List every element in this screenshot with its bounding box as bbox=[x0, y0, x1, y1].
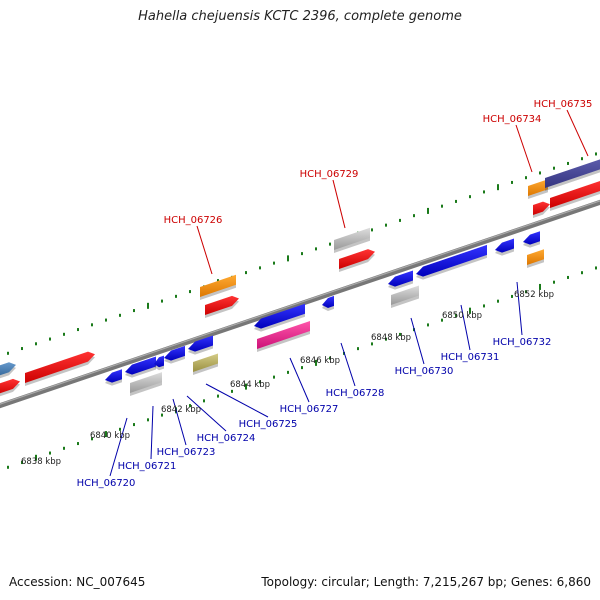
kbp-label: 6844 kbp bbox=[230, 380, 270, 390]
gene-arrow[interactable] bbox=[550, 180, 600, 208]
leader-line bbox=[196, 225, 213, 275]
gene-arrow[interactable] bbox=[545, 156, 600, 188]
kbp-label: 6840 kbp bbox=[90, 431, 130, 441]
gene-arrow[interactable] bbox=[25, 351, 95, 383]
tick-row-bottom bbox=[7, 266, 597, 469]
gene-features bbox=[0, 156, 600, 397]
gene-label[interactable]: HCH_06731 bbox=[441, 352, 500, 363]
leader-line bbox=[289, 357, 310, 403]
leader-line bbox=[340, 342, 356, 387]
gene-arrow[interactable] bbox=[523, 231, 540, 245]
gene-arrow[interactable] bbox=[495, 238, 514, 253]
kbp-label: 6842 kbp bbox=[161, 405, 201, 415]
gene-arrow[interactable] bbox=[527, 249, 544, 265]
gene-label[interactable]: HCH_06725 bbox=[239, 419, 298, 430]
kbp-label: 6846 kbp bbox=[300, 356, 340, 366]
gene-arrow[interactable] bbox=[254, 303, 305, 329]
page-title: Hahella chejuensis KCTC 2396, complete g… bbox=[138, 9, 462, 24]
leader-line bbox=[516, 281, 523, 336]
gene-arrow[interactable] bbox=[105, 369, 122, 383]
leader-line bbox=[109, 417, 128, 477]
gene-label[interactable]: HCH_06732 bbox=[493, 337, 552, 348]
kbp-label: 6838 kbp bbox=[21, 457, 61, 467]
accession-text: Accession: NC_007645 bbox=[9, 575, 146, 589]
gene-arrow[interactable] bbox=[391, 285, 419, 305]
gene-labels: HCH_06726 HCH_06729 HCH_06734 HCH_06735 HCH_… bbox=[77, 99, 593, 489]
kbp-label: 6850 kbp bbox=[442, 311, 482, 321]
gene-arrow[interactable] bbox=[416, 244, 487, 277]
genome-axis bbox=[0, 199, 600, 409]
leader-line bbox=[150, 405, 154, 460]
kbp-label: 6852 kbp bbox=[514, 290, 554, 300]
gene-label[interactable]: HCH_06724 bbox=[197, 433, 256, 444]
gene-arrow[interactable] bbox=[164, 345, 185, 361]
gene-arrow[interactable] bbox=[188, 335, 213, 352]
gene-label[interactable]: HCH_06728 bbox=[326, 388, 385, 399]
gene-arrow[interactable] bbox=[0, 362, 16, 377]
gene-arrow[interactable] bbox=[130, 372, 162, 393]
kbp-label: 6848 kbp bbox=[371, 333, 411, 343]
gene-arrow[interactable] bbox=[200, 274, 236, 297]
gene-arrow[interactable] bbox=[257, 321, 310, 349]
leader-line bbox=[566, 109, 589, 157]
leader-line bbox=[332, 179, 346, 229]
leader-line bbox=[172, 398, 187, 446]
gene-arrow[interactable] bbox=[334, 227, 370, 250]
leader-line bbox=[205, 383, 269, 418]
gene-label[interactable]: HCH_06729 bbox=[300, 169, 359, 180]
genome-summary-text: Topology: circular; Length: 7,215,267 bp… bbox=[261, 575, 591, 589]
gene-label[interactable]: HCH_06730 bbox=[395, 366, 454, 377]
leader-line bbox=[186, 395, 227, 432]
kbp-scale-labels: 6838 kbp 6840 kbp 6842 kbp 6844 kbp 6846 kbp… bbox=[21, 290, 554, 467]
leader-line bbox=[410, 317, 425, 365]
gene-label[interactable]: HCH_06727 bbox=[280, 404, 339, 415]
gene-label[interactable]: HCH_06726 bbox=[164, 215, 223, 226]
gene-arrow[interactable] bbox=[0, 378, 20, 395]
gene-arrow[interactable] bbox=[193, 353, 218, 372]
gene-arrow[interactable] bbox=[205, 295, 239, 315]
gene-arrow[interactable] bbox=[528, 179, 548, 196]
leader-line bbox=[460, 304, 471, 351]
gene-arrow[interactable] bbox=[533, 201, 550, 215]
gene-arrow[interactable] bbox=[339, 249, 375, 269]
gene-label[interactable]: HCH_06723 bbox=[157, 447, 216, 458]
gene-arrow[interactable] bbox=[154, 355, 164, 368]
genome-axis-highlight bbox=[0, 200, 600, 405]
gene-label[interactable]: HCH_06735 bbox=[534, 99, 593, 110]
gene-label[interactable]: HCH_06734 bbox=[483, 114, 542, 125]
gene-arrow[interactable] bbox=[388, 270, 413, 287]
gene-label[interactable]: HCH_06720 bbox=[77, 478, 136, 489]
gene-arrow[interactable] bbox=[322, 295, 334, 308]
label-leader-lines bbox=[109, 109, 589, 477]
leader-line bbox=[515, 124, 533, 173]
gene-arrow[interactable] bbox=[125, 356, 156, 375]
gene-label[interactable]: HCH_06721 bbox=[118, 461, 177, 472]
